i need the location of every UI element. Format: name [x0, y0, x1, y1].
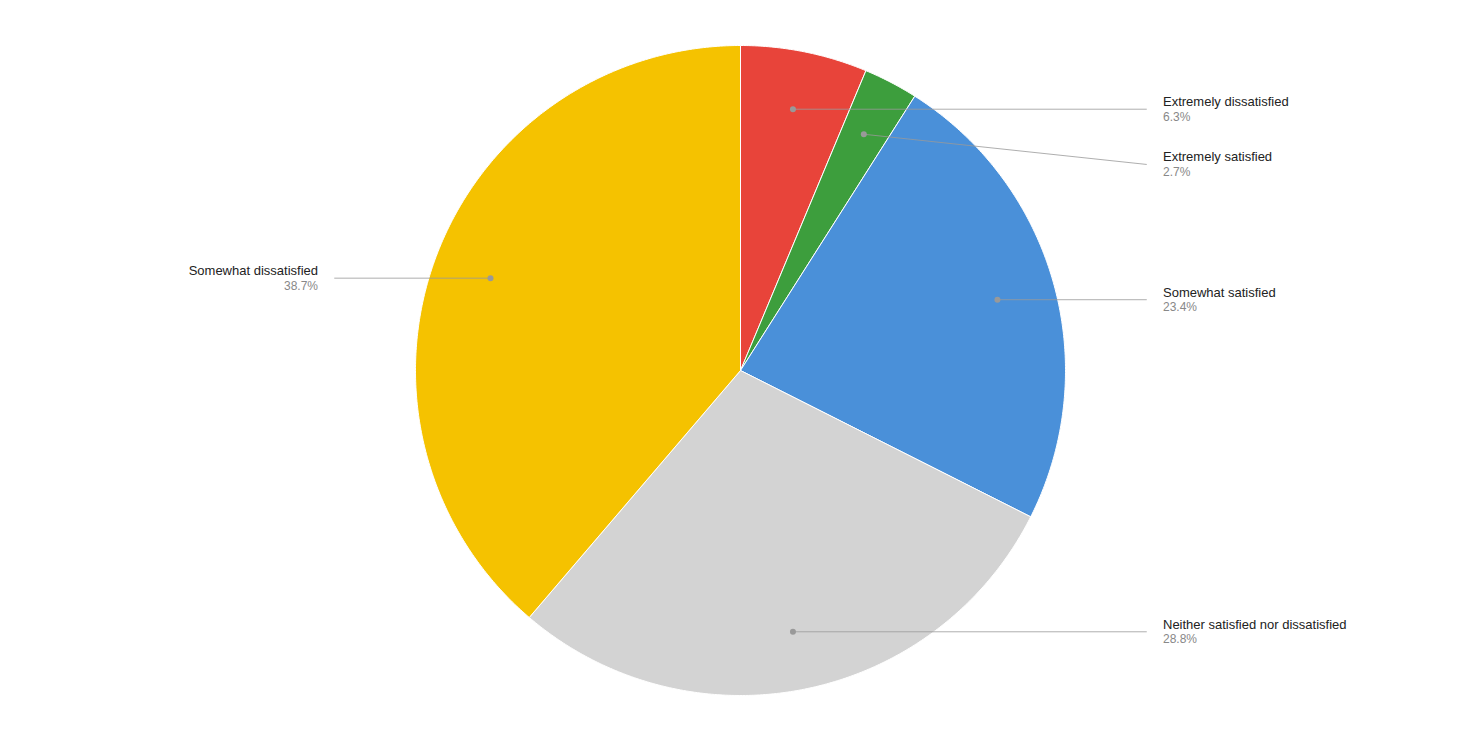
svg-text:Neither satisfied nor dissatis: Neither satisfied nor dissatisfied — [1163, 617, 1347, 632]
svg-text:2.7%: 2.7% — [1163, 165, 1191, 179]
svg-text:38.7%: 38.7% — [284, 279, 318, 293]
svg-text:28.8%: 28.8% — [1163, 632, 1197, 646]
svg-text:Somewhat dissatisfied: Somewhat dissatisfied — [189, 263, 318, 278]
svg-text:Somewhat satisfied: Somewhat satisfied — [1163, 285, 1276, 300]
svg-text:Extremely satisfied: Extremely satisfied — [1163, 149, 1272, 164]
svg-text:Extremely dissatisfied: Extremely dissatisfied — [1163, 94, 1289, 109]
svg-text:6.3%: 6.3% — [1163, 110, 1191, 124]
svg-text:23.4%: 23.4% — [1163, 300, 1197, 314]
